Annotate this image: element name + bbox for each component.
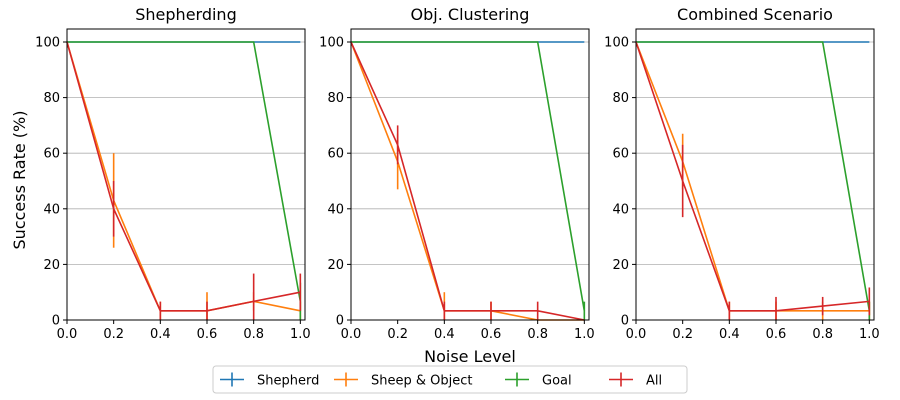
y-tick-label: 20	[612, 258, 629, 273]
x-tick-label: 0.4	[150, 327, 171, 342]
series-line-sheep-object	[635, 41, 870, 312]
shared-xlabel: Noise Level	[424, 347, 516, 366]
x-tick-label: 0.0	[626, 327, 647, 342]
x-tick-label: 0.8	[527, 327, 548, 342]
series-line-all	[350, 41, 585, 321]
panel-title: Obj. Clustering	[411, 5, 530, 24]
y-tick-label: 20	[43, 258, 60, 273]
panel-title: Shepherding	[135, 5, 236, 24]
series-line-goal	[67, 41, 302, 302]
x-tick-label: 0.4	[434, 327, 455, 342]
x-tick-label: 0.0	[341, 327, 362, 342]
y-tick-label: 0	[336, 314, 344, 329]
y-tick-label: 60	[612, 147, 629, 162]
legend-label: All	[646, 374, 662, 389]
y-tick-label: 40	[43, 202, 60, 217]
legend-entry-goal: Goal	[505, 372, 572, 389]
series-line-all	[635, 41, 870, 312]
y-tick-label: 40	[327, 202, 344, 217]
axes-frame	[350, 28, 590, 321]
series-line-goal	[351, 41, 586, 311]
x-tick-label: 1.0	[290, 327, 311, 342]
y-tick-label: 60	[43, 147, 60, 162]
legend-entry-shepherd: Shepherd	[220, 372, 319, 389]
y-tick-label: 80	[327, 91, 344, 106]
panel-1: 0.0 0.2 0.4 0.6 0.8 1.0 0 20 40 60 80 100 Shepherdin…	[35, 5, 311, 342]
x-tick-label: 0.6	[766, 327, 787, 342]
legend-label: Goal	[542, 374, 572, 389]
y-tick-label: 80	[612, 91, 629, 106]
x-tick-label: 0.0	[57, 327, 78, 342]
legend-label: Sheep & Object	[371, 374, 472, 389]
x-tick-label: 0.6	[481, 327, 502, 342]
x-tick-label: 1.0	[574, 327, 595, 342]
series-line-sheep-object	[350, 41, 585, 321]
y-tick-label: 20	[327, 258, 344, 273]
legend-entry-sheep-object: Sheep & Object	[334, 372, 472, 389]
panels: 0.0 0.2 0.4 0.6 0.8 1.0 0 20 40 60 80 100 Shepherdin…	[35, 5, 880, 342]
y-tick-label: 0	[621, 314, 629, 329]
panel-3: 0.0 0.2 0.4 0.6 0.8 1.0 0 20 40 60 80 100 Combined S…	[604, 5, 880, 342]
y-tick-label: 80	[43, 91, 60, 106]
legend: Shepherd Sheep & Object Goal All	[212, 365, 688, 394]
y-tick-label: 40	[612, 202, 629, 217]
legend-box	[212, 365, 688, 394]
x-tick-label: 0.8	[243, 327, 264, 342]
y-tick-label: 100	[35, 36, 60, 51]
panel-title: Combined Scenario	[677, 5, 833, 24]
series-line-all	[66, 41, 301, 312]
panel-2: 0.0 0.2 0.4 0.6 0.8 1.0 0 20 40 60 80 100 Obj. Clust…	[319, 5, 595, 342]
y-tick-label: 100	[604, 36, 629, 51]
legend-entry-all: All	[609, 372, 662, 389]
axes-frame	[66, 28, 306, 321]
legend-label: Shepherd	[257, 374, 319, 389]
x-tick-label: 0.2	[103, 327, 124, 342]
y-tick-label: 0	[52, 314, 60, 329]
x-tick-label: 0.8	[812, 327, 833, 342]
series-line-sheep-object	[66, 41, 301, 312]
x-tick-label: 0.2	[672, 327, 693, 342]
series-line-goal	[636, 41, 871, 311]
x-tick-label: 0.6	[197, 327, 218, 342]
axes-frame	[635, 28, 875, 321]
x-tick-label: 0.2	[387, 327, 408, 342]
x-tick-label: 0.4	[719, 327, 740, 342]
shared-ylabel: Success Rate (%)	[10, 111, 29, 250]
x-tick-label: 1.0	[859, 327, 880, 342]
y-tick-label: 100	[319, 36, 344, 51]
y-tick-label: 60	[327, 147, 344, 162]
